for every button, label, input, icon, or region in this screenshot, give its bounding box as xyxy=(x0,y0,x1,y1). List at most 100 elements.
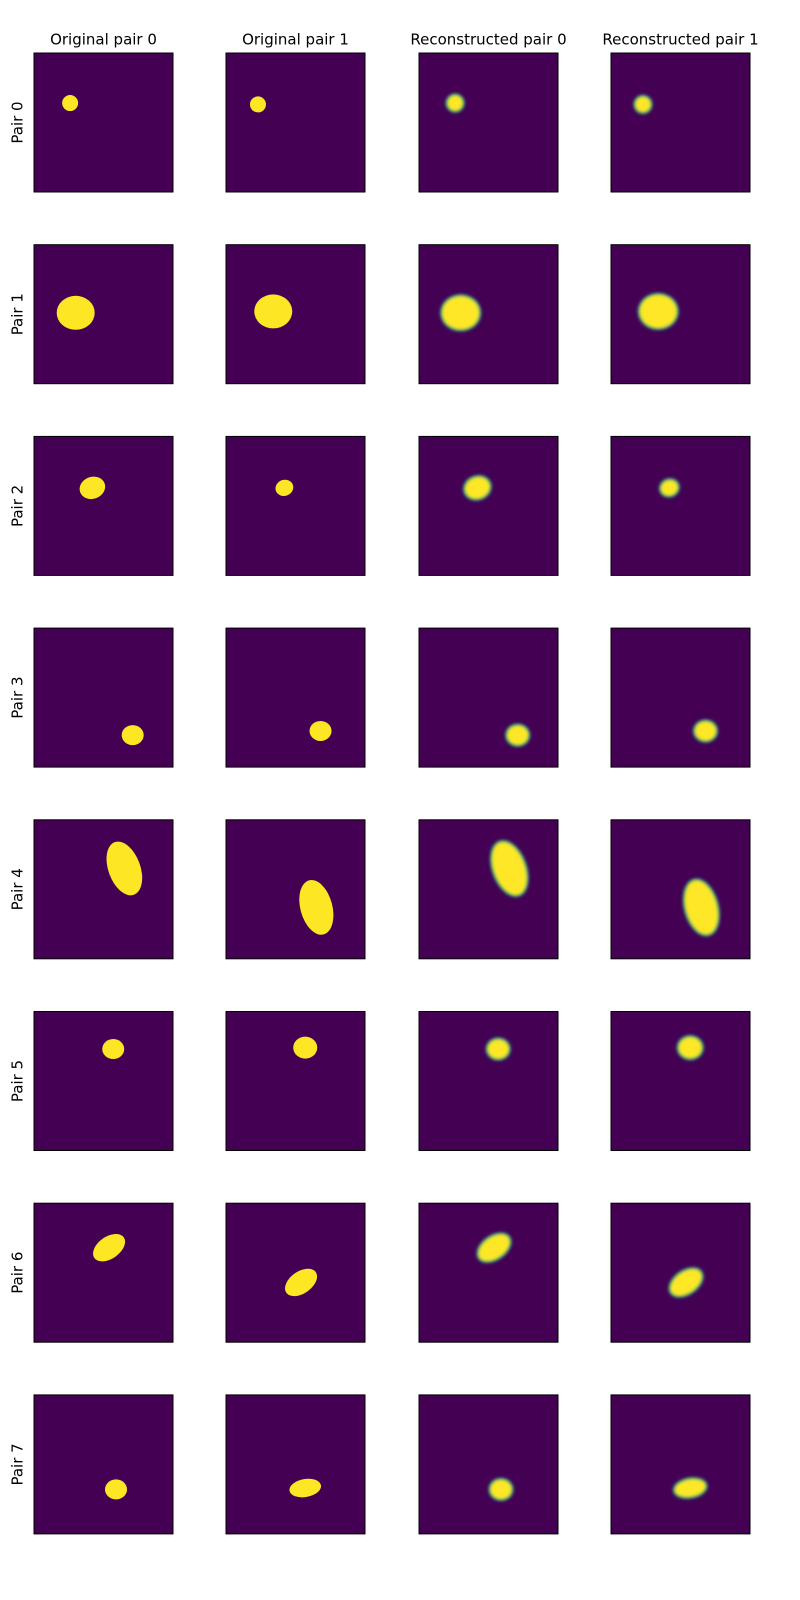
image-panel xyxy=(33,435,174,576)
panel-background xyxy=(33,627,174,768)
image-panel xyxy=(418,1394,559,1535)
shape xyxy=(293,1036,318,1059)
shape xyxy=(660,479,679,496)
shape xyxy=(285,1268,318,1297)
shape xyxy=(102,1039,125,1060)
shape xyxy=(289,1478,322,1498)
image-panel xyxy=(418,819,559,960)
shape xyxy=(299,880,334,935)
column-title: Reconstructed pair 1 xyxy=(602,31,758,49)
panel-background xyxy=(225,1202,366,1343)
panel-background xyxy=(610,1394,751,1535)
image-panel xyxy=(33,627,174,768)
row-label: Pair 1 xyxy=(9,293,27,335)
image-panel xyxy=(225,244,366,385)
shape xyxy=(670,1268,703,1297)
image-panel xyxy=(225,1011,366,1151)
panel-background xyxy=(225,627,366,768)
panel-background xyxy=(418,819,559,960)
shape xyxy=(105,1479,128,1500)
panel-background xyxy=(610,52,751,193)
column-title: Original pair 1 xyxy=(242,31,349,49)
shape xyxy=(678,1036,703,1059)
panel-background xyxy=(418,52,559,193)
image-panel xyxy=(610,52,751,193)
panel-background xyxy=(610,819,751,960)
shape xyxy=(674,1478,707,1498)
image-panel xyxy=(418,1202,559,1343)
row-label: Pair 3 xyxy=(9,676,27,718)
shape xyxy=(121,725,144,746)
shape xyxy=(309,720,332,741)
image-panel xyxy=(225,435,366,576)
image-panel xyxy=(418,244,559,385)
row-label: Pair 2 xyxy=(9,485,27,527)
shape xyxy=(79,476,106,500)
shape xyxy=(447,95,464,112)
shape xyxy=(93,1233,126,1262)
image-panel xyxy=(33,1202,174,1343)
shape xyxy=(249,96,266,113)
image-panel xyxy=(610,627,751,768)
image-panel xyxy=(225,1394,366,1535)
image-panel xyxy=(225,52,366,193)
image-panel xyxy=(33,244,174,385)
image-panel xyxy=(225,627,366,768)
image-panel xyxy=(33,1011,174,1151)
panel-background xyxy=(225,819,366,960)
image-panel xyxy=(33,52,174,193)
image-panel xyxy=(418,627,559,768)
shape xyxy=(634,96,651,113)
image-panel xyxy=(610,244,751,385)
shape xyxy=(694,720,717,741)
shape xyxy=(254,294,293,329)
column-title: Reconstructed pair 0 xyxy=(410,31,566,49)
panel-background xyxy=(225,1011,366,1151)
image-panel xyxy=(33,819,174,960)
shape xyxy=(275,479,294,496)
shape xyxy=(639,294,678,329)
panel-background xyxy=(610,1011,751,1151)
column-title: Original pair 0 xyxy=(50,31,157,49)
panel-background xyxy=(33,52,174,193)
shape xyxy=(441,295,480,330)
panel-background xyxy=(418,435,559,576)
shape xyxy=(106,841,143,896)
panel-background xyxy=(33,1202,174,1343)
image-panel xyxy=(418,52,559,193)
image-panel xyxy=(610,1202,751,1343)
image-panel xyxy=(610,1394,751,1535)
shape xyxy=(506,725,529,746)
row-label: Pair 0 xyxy=(9,101,27,143)
image-panel xyxy=(225,819,366,960)
shape xyxy=(487,1039,510,1060)
shape xyxy=(56,295,95,330)
shape xyxy=(684,880,719,935)
image-panel xyxy=(225,1202,366,1343)
shape xyxy=(490,1479,513,1500)
row-label: Pair 6 xyxy=(9,1252,27,1294)
shape xyxy=(478,1233,511,1262)
image-panel xyxy=(418,435,559,576)
panel-background xyxy=(418,1011,559,1151)
shape xyxy=(62,95,79,112)
panel-background xyxy=(225,435,366,576)
panel-background xyxy=(418,244,559,385)
shape xyxy=(491,841,528,896)
image-panel xyxy=(610,435,751,576)
panel-background xyxy=(33,1394,174,1535)
panel-background xyxy=(225,244,366,385)
row-label: Pair 4 xyxy=(9,868,27,910)
image-panel xyxy=(418,1011,559,1151)
panel-background xyxy=(225,52,366,193)
row-label: Pair 7 xyxy=(9,1443,27,1485)
panel-background xyxy=(33,819,174,960)
row-label: Pair 5 xyxy=(9,1060,27,1102)
panel-background xyxy=(33,1011,174,1151)
panel-background xyxy=(610,244,751,385)
shape xyxy=(464,476,491,500)
panel-background xyxy=(610,627,751,768)
panel-background xyxy=(33,435,174,576)
image-panel xyxy=(610,819,751,960)
